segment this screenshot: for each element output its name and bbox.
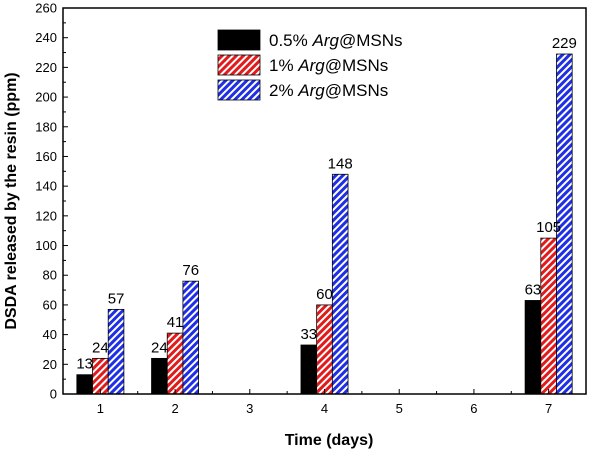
data-label: 76 [182,262,199,279]
bars-layer [76,53,573,395]
legend-swatch-2 [217,54,261,76]
x-tick-label: 2 [171,401,178,416]
y-tick-label: 160 [35,149,57,164]
data-label: 33 [300,326,317,343]
bar-series-3-day-4 [331,173,349,395]
x-tick-label: 6 [470,401,477,416]
y-tick-label: 180 [35,119,57,134]
legend-label-2: 1% Arg@MSNs [269,56,388,75]
bar-series-2-day-7 [540,237,557,395]
bar-series-2-day-2 [166,332,184,395]
bar-series-1-day-1 [76,374,93,395]
data-label: 24 [92,339,109,356]
data-label: 229 [552,35,577,52]
y-tick-label: 20 [43,357,57,372]
y-tick-label: 220 [35,60,57,75]
bar-series-1-day-4 [300,344,318,395]
x-tick-label: 3 [246,401,253,416]
legend-label-1: 0.5% Arg@MSNs [269,31,403,50]
x-tick-label: 5 [396,401,403,416]
x-tick-label: 4 [321,401,328,416]
legend-label-3: 2% Arg@MSNs [269,81,388,100]
data-label: 148 [328,155,353,172]
x-axis-title: Time (days) [285,432,374,449]
x-tick-label: 1 [97,401,104,416]
y-tick-label: 80 [43,268,57,283]
y-tick-label: 260 [35,1,57,16]
bar-series-1-day-7 [524,300,542,395]
bar-series-1-day-2 [151,357,168,395]
bar-series-3-day-2 [182,280,200,395]
bar-series-2-day-4 [316,304,333,395]
legend: 0.5% Arg@MSNs 1% Arg@MSNs 2% Arg@MSNs [217,29,403,101]
y-tick-label: 40 [43,327,57,342]
legend-swatch-3 [217,79,261,101]
x-tick-label: 7 [545,401,552,416]
bar-series-2-day-1 [92,357,109,395]
y-tick-label: 140 [35,179,57,194]
legend-swatch-1 [217,29,261,51]
data-label: 63 [525,281,542,298]
data-label: 105 [536,219,561,236]
data-label: 13 [76,356,93,373]
y-tick-label: 120 [35,208,57,223]
data-label: 24 [151,339,168,356]
y-tick-label: 60 [43,297,57,312]
y-tick-label: 200 [35,90,57,105]
y-tick-label: 100 [35,238,57,253]
y-tick-label: 0 [50,387,57,402]
x-axis: 1 2 3 4 5 6 7 [97,389,552,416]
y-tick-label: 240 [35,30,57,45]
bar-series-3-day-1 [107,308,125,395]
data-label: 60 [316,286,333,303]
y-axis-title: DSDA released by the resin (ppm) [3,72,20,329]
data-label: 41 [167,314,184,331]
y-axis: 0 20 40 60 80 100 120 140 160 180 200 220 240 260 [35,1,68,402]
data-label: 57 [108,290,125,307]
